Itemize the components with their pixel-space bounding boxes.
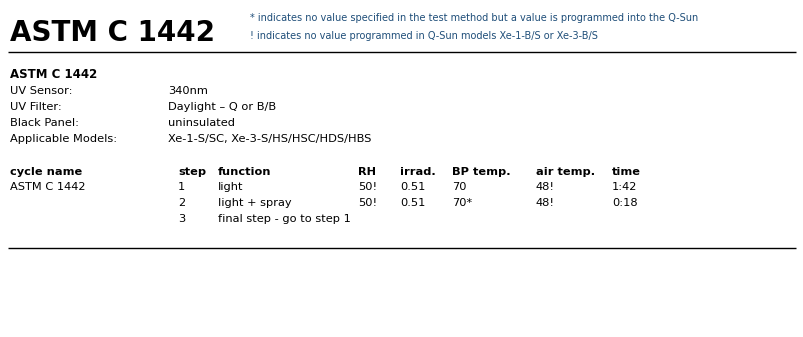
Text: ASTM C 1442: ASTM C 1442: [10, 19, 214, 47]
Text: 50!: 50!: [357, 182, 377, 192]
Text: UV Filter:: UV Filter:: [10, 102, 62, 112]
Text: ASTM C 1442: ASTM C 1442: [10, 182, 85, 192]
Text: ! indicates no value programmed in Q-Sun models Xe-1-B/S or Xe-3-B/S: ! indicates no value programmed in Q-Sun…: [250, 31, 597, 41]
Text: time: time: [611, 167, 640, 177]
Text: 2: 2: [177, 198, 185, 208]
Text: 48!: 48!: [536, 198, 554, 208]
Text: 3: 3: [177, 214, 185, 224]
Text: 70: 70: [451, 182, 466, 192]
Text: function: function: [218, 167, 271, 177]
Text: ASTM C 1442: ASTM C 1442: [10, 67, 97, 81]
Text: irrad.: irrad.: [400, 167, 435, 177]
Text: uninsulated: uninsulated: [168, 118, 234, 128]
Text: final step - go to step 1: final step - go to step 1: [218, 214, 350, 224]
Text: Black Panel:: Black Panel:: [10, 118, 79, 128]
Text: 1:42: 1:42: [611, 182, 637, 192]
Text: BP temp.: BP temp.: [451, 167, 510, 177]
Text: cycle name: cycle name: [10, 167, 82, 177]
Text: 1: 1: [177, 182, 185, 192]
Text: step: step: [177, 167, 206, 177]
Text: 340nm: 340nm: [168, 86, 208, 96]
Text: RH: RH: [357, 167, 376, 177]
Text: 50!: 50!: [357, 198, 377, 208]
Text: 0:18: 0:18: [611, 198, 637, 208]
Text: 48!: 48!: [536, 182, 554, 192]
Text: Applicable Models:: Applicable Models:: [10, 134, 117, 144]
Text: * indicates no value specified in the test method but a value is programmed into: * indicates no value specified in the te…: [250, 13, 697, 23]
Text: 0.51: 0.51: [400, 182, 425, 192]
Text: air temp.: air temp.: [536, 167, 594, 177]
Text: Daylight – Q or B/B: Daylight – Q or B/B: [168, 102, 275, 112]
Text: light + spray: light + spray: [218, 198, 291, 208]
Text: light: light: [218, 182, 243, 192]
Text: 0.51: 0.51: [400, 198, 425, 208]
Text: 70*: 70*: [451, 198, 471, 208]
Text: Xe-1-S/SC, Xe-3-S/HS/HSC/HDS/HBS: Xe-1-S/SC, Xe-3-S/HS/HSC/HDS/HBS: [168, 134, 371, 144]
Text: UV Sensor:: UV Sensor:: [10, 86, 72, 96]
